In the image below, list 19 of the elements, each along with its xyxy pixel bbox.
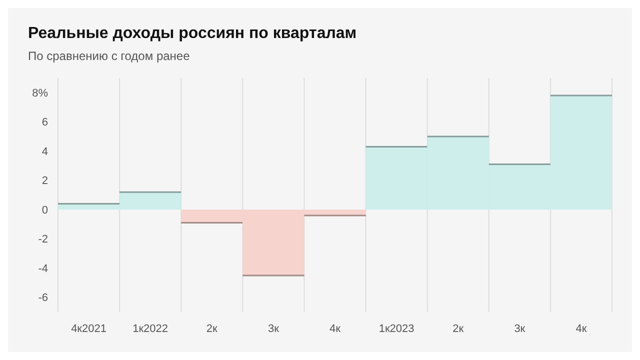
x-tick-label: 1к2022 bbox=[132, 323, 168, 335]
x-tick-label: 3к bbox=[268, 323, 280, 335]
chart-title: Реальные доходы россиян по кварталам bbox=[28, 25, 357, 42]
y-tick-label: -6 bbox=[38, 292, 48, 304]
y-tick-label: 8% bbox=[32, 87, 48, 100]
y-tick-label: 4 bbox=[42, 146, 48, 158]
y-tick-label: 2 bbox=[42, 175, 48, 188]
y-tick-label: 0 bbox=[42, 204, 48, 216]
x-tick-label: 1к2023 bbox=[378, 323, 414, 335]
x-tick-label: 3к bbox=[514, 323, 526, 335]
x-tick-label: 4к bbox=[576, 323, 587, 335]
x-tick-label: 2к bbox=[206, 323, 218, 335]
x-tick-label: 2к bbox=[452, 323, 464, 335]
y-tick-label: 6 bbox=[42, 116, 48, 129]
x-tick-label: 4к2021 bbox=[71, 323, 106, 335]
x-tick-label: 4к bbox=[330, 323, 341, 335]
y-tick-label: -2 bbox=[38, 234, 48, 246]
chart-subtitle: По сравнению с годом ранее bbox=[28, 49, 190, 63]
y-tick-label: -4 bbox=[38, 262, 48, 275]
